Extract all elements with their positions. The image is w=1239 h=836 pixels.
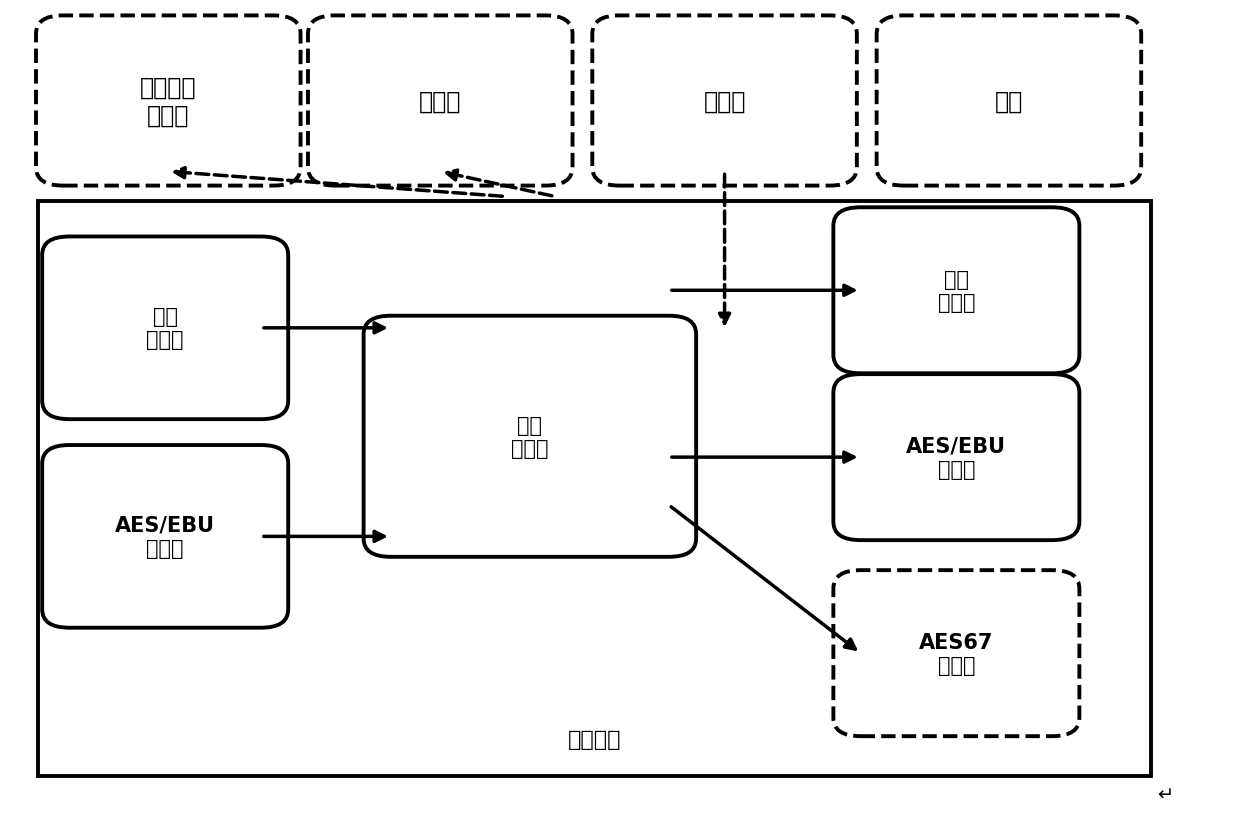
- FancyBboxPatch shape: [834, 375, 1079, 541]
- FancyBboxPatch shape: [309, 17, 572, 186]
- Text: 模拟
输入板: 模拟 输入板: [146, 307, 183, 350]
- Text: AES/EBU
输入板: AES/EBU 输入板: [115, 515, 216, 558]
- FancyBboxPatch shape: [36, 17, 301, 186]
- FancyBboxPatch shape: [877, 17, 1141, 186]
- Text: 电源: 电源: [995, 89, 1023, 114]
- Text: 控制板: 控制板: [704, 89, 746, 114]
- FancyBboxPatch shape: [834, 570, 1079, 737]
- Text: ↵: ↵: [1157, 785, 1173, 803]
- Bar: [38, 201, 1151, 777]
- Text: 模拟
输出板: 模拟 输出板: [938, 269, 975, 313]
- Text: AES67
输出板: AES67 输出板: [919, 632, 994, 675]
- FancyBboxPatch shape: [834, 208, 1079, 374]
- Text: 接口
处理板: 接口 处理板: [512, 415, 549, 458]
- Text: 卷积器: 卷积器: [419, 89, 461, 114]
- Text: 接口底板: 接口底板: [567, 729, 622, 749]
- FancyBboxPatch shape: [42, 446, 289, 628]
- FancyBboxPatch shape: [592, 17, 857, 186]
- Text: AES/EBU
输出板: AES/EBU 输出板: [907, 436, 1006, 479]
- Text: 音质处理
核心板: 音质处理 核心板: [140, 75, 197, 127]
- FancyBboxPatch shape: [42, 237, 289, 420]
- FancyBboxPatch shape: [363, 316, 696, 557]
